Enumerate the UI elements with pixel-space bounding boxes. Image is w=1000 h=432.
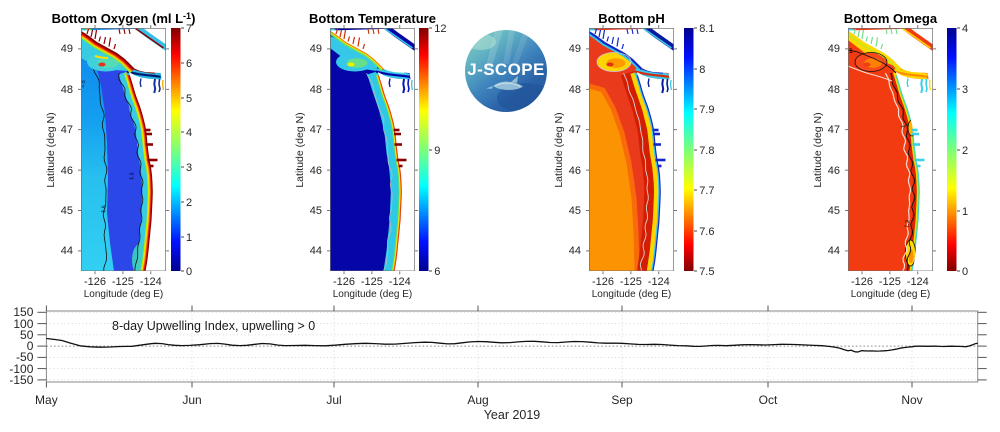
svg-text:1.5: 1.5 [101,205,108,213]
svg-text:1: 1 [849,48,853,55]
svg-text:J-SCOPE: J-SCOPE [467,60,544,79]
svg-text:1.5: 1.5 [129,172,136,180]
svg-text:1.5: 1.5 [81,80,87,89]
svg-text:1.3: 1.3 [904,220,911,229]
svg-text:1: 1 [901,125,907,129]
